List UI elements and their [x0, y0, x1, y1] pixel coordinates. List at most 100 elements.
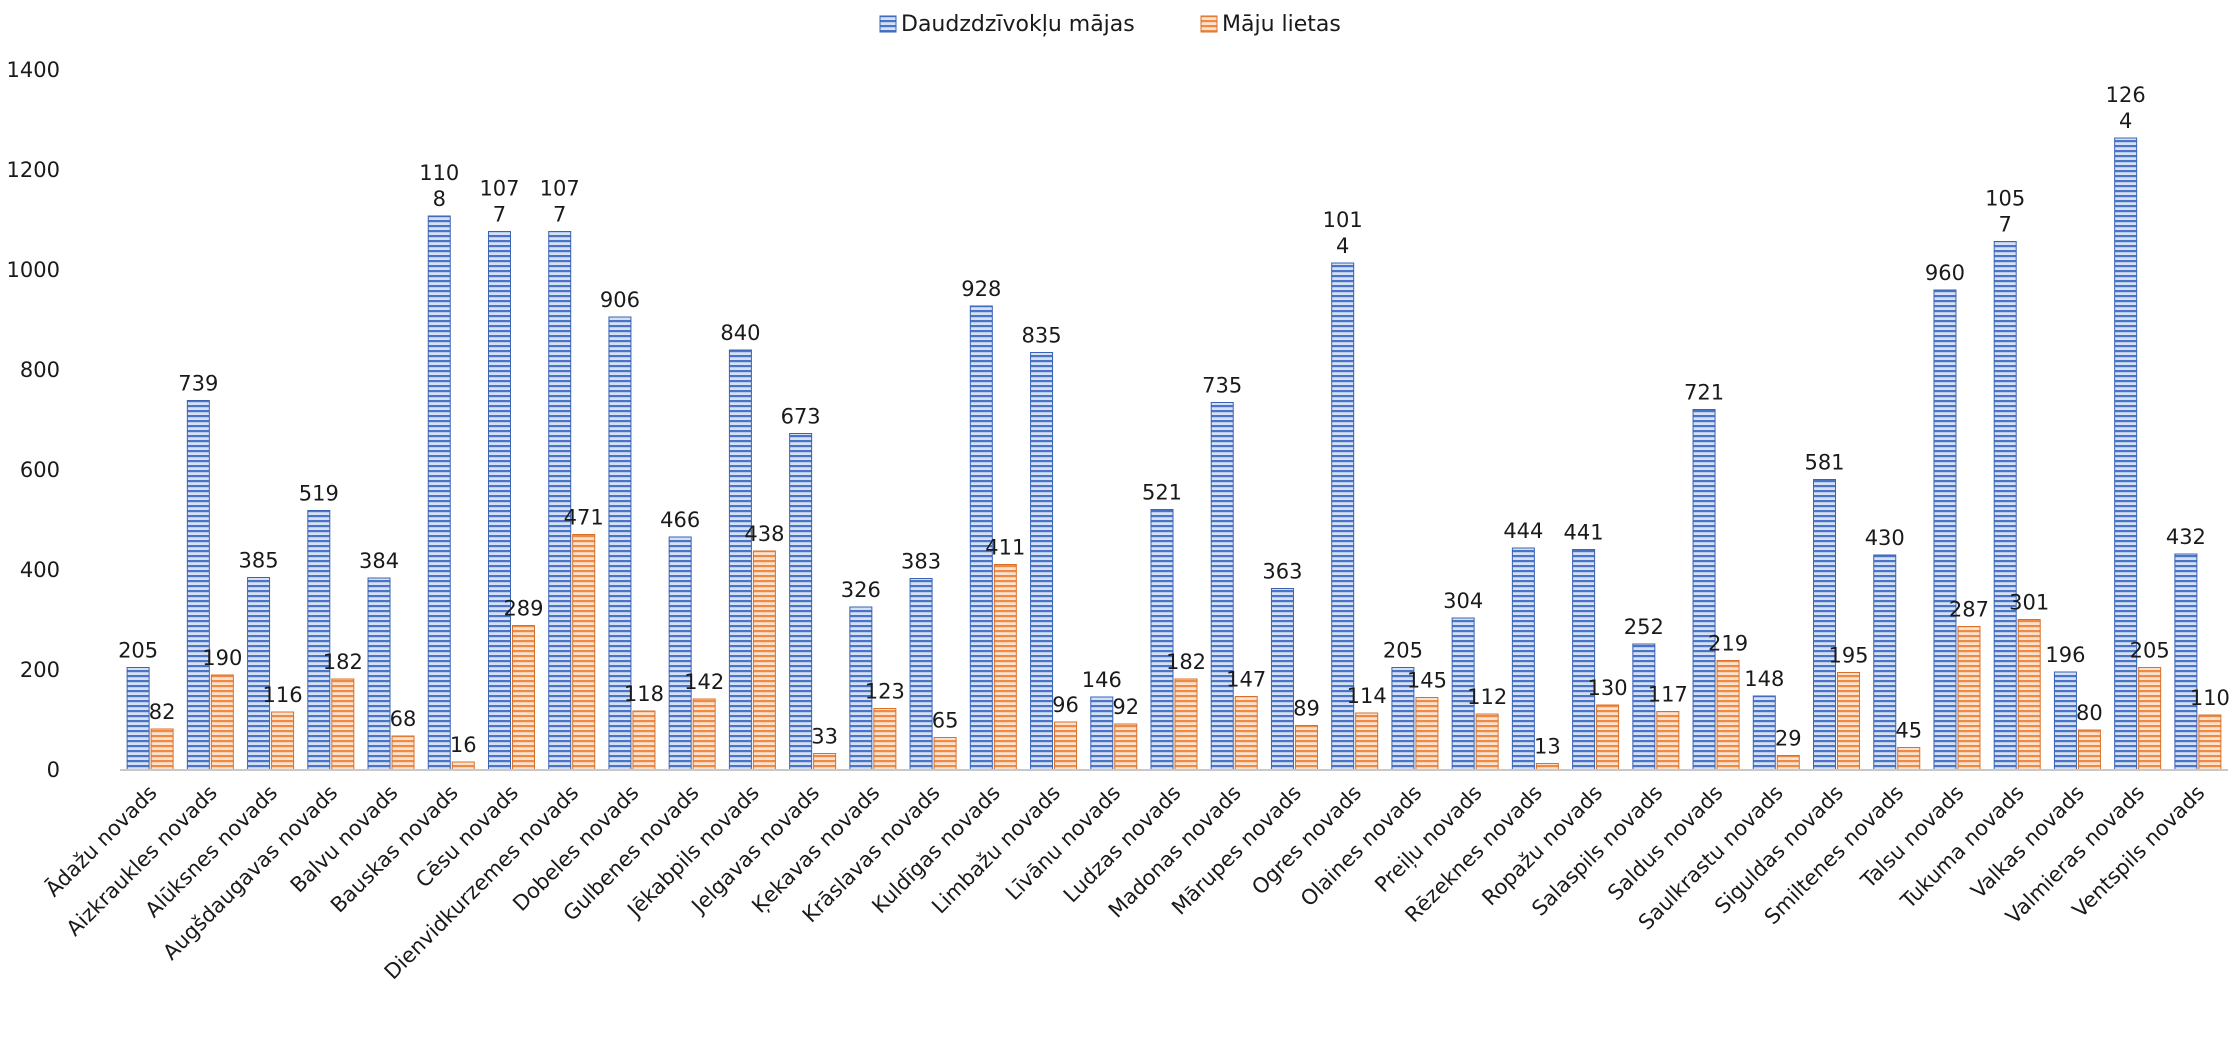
- bar-maju-lietas: [1897, 747, 1921, 771]
- bar-daudzdzivoklu-majas: [367, 577, 391, 771]
- bar-daudzdzivoklu-majas: [1030, 352, 1054, 771]
- bar-maju-lietas: [391, 735, 415, 771]
- bar-maju-lietas: [1054, 721, 1078, 771]
- data-label: 205: [118, 639, 158, 663]
- data-label: 196: [2045, 643, 2085, 667]
- bar-daudzdzivoklu-majas: [487, 231, 511, 771]
- data-label: 411: [985, 536, 1025, 560]
- bar-daudzdzivoklu-majas: [126, 667, 150, 771]
- y-tick-label: 400: [20, 558, 60, 582]
- bar-daudzdzivoklu-majas: [1150, 509, 1174, 771]
- legend-label: Māju lietas: [1222, 12, 1341, 37]
- bar-maju-lietas: [1656, 711, 1680, 771]
- data-label: 384: [359, 549, 399, 573]
- bar-maju-lietas: [511, 625, 535, 771]
- data-label: 739: [178, 372, 218, 396]
- data-label: 190: [202, 646, 242, 670]
- legend-swatch: [1200, 15, 1218, 33]
- bar-daudzdzivoklu-majas: [2053, 671, 2077, 771]
- bar-maju-lietas: [1776, 755, 1800, 771]
- data-label: 252: [1624, 615, 1664, 639]
- bar-daudzdzivoklu-majas: [1270, 588, 1294, 771]
- data-label: 130: [1588, 676, 1628, 700]
- data-label: 107 7: [540, 177, 580, 227]
- bar-maju-lietas: [2017, 619, 2041, 771]
- data-label: 289: [503, 597, 543, 621]
- y-tick-label: 800: [20, 358, 60, 382]
- bar-maju-lietas: [1114, 723, 1138, 771]
- data-label: 16: [450, 733, 477, 757]
- data-label: 182: [323, 650, 363, 674]
- bar-maju-lietas: [331, 678, 355, 771]
- data-label: 82: [149, 700, 176, 724]
- data-label: 65: [932, 709, 959, 733]
- data-label: 906: [600, 288, 640, 312]
- bar-daudzdzivoklu-majas: [1692, 409, 1716, 771]
- data-label: 110: [2190, 686, 2230, 710]
- bar-daudzdzivoklu-majas: [1993, 241, 2017, 771]
- data-label: 363: [1262, 560, 1302, 584]
- data-label: 29: [1775, 727, 1802, 751]
- bar-maju-lietas: [1355, 712, 1379, 771]
- bar-maju-lietas: [813, 753, 837, 771]
- bar-daudzdzivoklu-majas: [1873, 554, 1897, 771]
- data-label: 301: [2009, 591, 2049, 615]
- data-label: 148: [1744, 667, 1784, 691]
- bar-daudzdzivoklu-majas: [728, 349, 752, 771]
- bar-daudzdzivoklu-majas: [909, 578, 933, 771]
- bar-daudzdzivoklu-majas: [1210, 402, 1234, 771]
- bar-maju-lietas: [2198, 714, 2222, 771]
- bar-maju-lietas: [1234, 696, 1258, 771]
- bar-maju-lietas: [1415, 697, 1439, 771]
- bar-maju-lietas: [1596, 704, 1620, 771]
- y-tick-label: 1200: [7, 158, 60, 182]
- bar-maju-lietas: [572, 534, 596, 771]
- y-axis: 0 200 400 600 800 1000 1200 1400: [7, 58, 60, 782]
- data-label: 126 4: [2106, 83, 2146, 133]
- data-label: 107 7: [479, 177, 519, 227]
- bar-maju-lietas: [271, 711, 295, 771]
- data-label: 101 4: [1323, 208, 1363, 258]
- data-label: 45: [1895, 719, 1922, 743]
- data-label: 735: [1202, 374, 1242, 398]
- y-tick-label: 0: [47, 758, 60, 782]
- bars: 205 82 739 190 385 116 519 182 384 68 110 8 16 107 7 28…: [118, 83, 2230, 771]
- data-label: 441: [1564, 521, 1604, 545]
- data-label: 110 8: [419, 161, 459, 211]
- bar-daudzdzivoklu-majas: [1511, 547, 1535, 771]
- data-label: 385: [239, 549, 279, 573]
- bar-maju-lietas: [692, 698, 716, 771]
- bar-daudzdzivoklu-majas: [247, 577, 271, 771]
- data-label: 205: [2130, 639, 2170, 663]
- data-label: 960: [1925, 261, 1965, 285]
- data-label: 80: [2076, 701, 2103, 725]
- data-label: 438: [744, 522, 784, 546]
- data-label: 147: [1226, 668, 1266, 692]
- bar-maju-lietas: [1957, 626, 1981, 771]
- data-label: 118: [624, 682, 664, 706]
- bar-maju-lietas: [933, 737, 957, 771]
- data-label: 304: [1443, 589, 1483, 613]
- bar-daudzdzivoklu-majas: [307, 510, 331, 771]
- data-label: 114: [1347, 684, 1387, 708]
- data-label: 142: [684, 670, 724, 694]
- data-label: 92: [1112, 695, 1139, 719]
- bar-maju-lietas: [1294, 725, 1318, 771]
- data-label: 432: [2166, 525, 2206, 549]
- y-tick-label: 600: [20, 458, 60, 482]
- bar-maju-lietas: [1716, 660, 1740, 771]
- data-label: 68: [390, 707, 417, 731]
- bar-daudzdzivoklu-majas: [427, 215, 451, 771]
- bar-daudzdzivoklu-majas: [1813, 479, 1837, 771]
- bar-maju-lietas: [1174, 678, 1198, 771]
- data-label: 383: [901, 550, 941, 574]
- category-label: Balvu novads: [286, 781, 403, 898]
- data-label: 581: [1804, 451, 1844, 475]
- bar-daudzdzivoklu-majas: [186, 400, 210, 771]
- bar-daudzdzivoklu-majas: [1752, 695, 1776, 771]
- data-label: 195: [1828, 644, 1868, 668]
- data-label: 673: [781, 405, 821, 429]
- legend: Daudzdzīvokļu mājas Māju lietas: [879, 12, 1341, 37]
